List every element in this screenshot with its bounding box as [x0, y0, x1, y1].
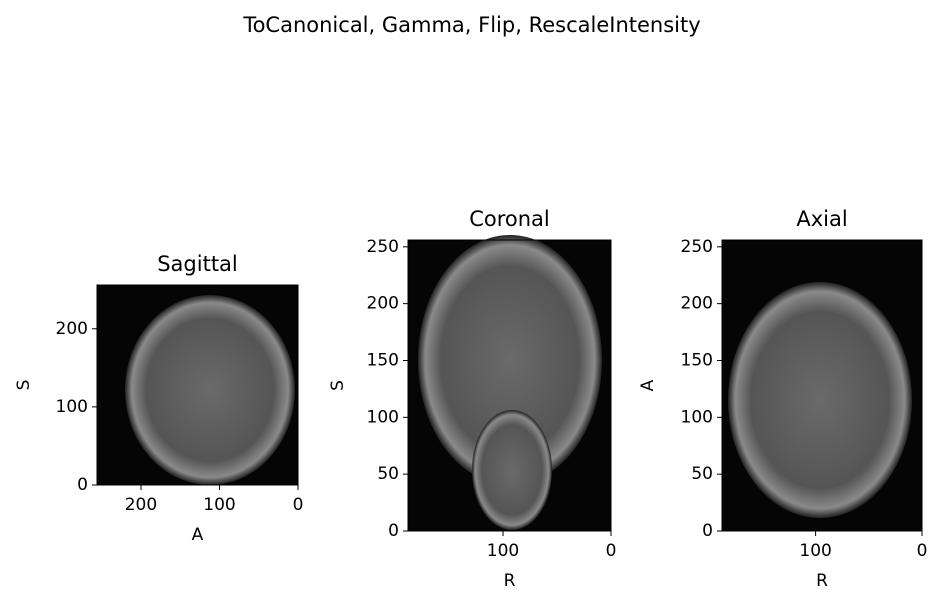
x-tick-label: 0: [293, 495, 304, 515]
y-tick-label: 50: [691, 464, 713, 484]
panel-title: Coronal: [469, 207, 550, 231]
y-tick-label: 100: [56, 397, 88, 417]
anatomy: [728, 282, 912, 518]
x-tick-label: 100: [203, 495, 235, 515]
x-axis-label: R: [816, 571, 828, 591]
y-axis-label: A: [638, 379, 658, 391]
anatomy: [472, 410, 552, 530]
x-tick-label: 0: [606, 541, 617, 561]
y-tick-label: 50: [377, 464, 399, 484]
axes-frame: [407, 239, 612, 532]
x-tick-label: 200: [125, 495, 157, 515]
y-axis-label: S: [14, 380, 34, 391]
figure-title: ToCanonical, Gamma, Flip, RescaleIntensi…: [242, 13, 700, 37]
y-tick-label: 0: [77, 475, 88, 495]
axes-frame: [96, 284, 299, 486]
axes-frame: [721, 239, 923, 532]
y-axis-label: S: [328, 380, 348, 391]
y-tick-label: 200: [681, 294, 713, 314]
y-tick-label: 250: [367, 237, 399, 257]
x-tick-label: 100: [487, 541, 519, 561]
y-tick-label: 0: [702, 521, 713, 541]
y-tick-label: 200: [367, 294, 399, 314]
panel-title: Sagittal: [157, 252, 238, 276]
x-tick-label: 0: [917, 541, 928, 561]
x-axis-label: A: [192, 525, 204, 545]
y-tick-label: 150: [367, 350, 399, 370]
y-tick-label: 150: [681, 350, 713, 370]
y-tick-label: 100: [681, 407, 713, 427]
y-tick-label: 250: [681, 237, 713, 257]
panel-title: Axial: [796, 207, 847, 231]
y-tick-label: 0: [388, 521, 399, 541]
x-axis-label: R: [504, 571, 516, 591]
y-tick-label: 100: [367, 407, 399, 427]
anatomy: [418, 235, 602, 485]
x-tick-label: 100: [799, 541, 831, 561]
y-tick-label: 200: [56, 319, 88, 339]
anatomy: [125, 295, 295, 485]
